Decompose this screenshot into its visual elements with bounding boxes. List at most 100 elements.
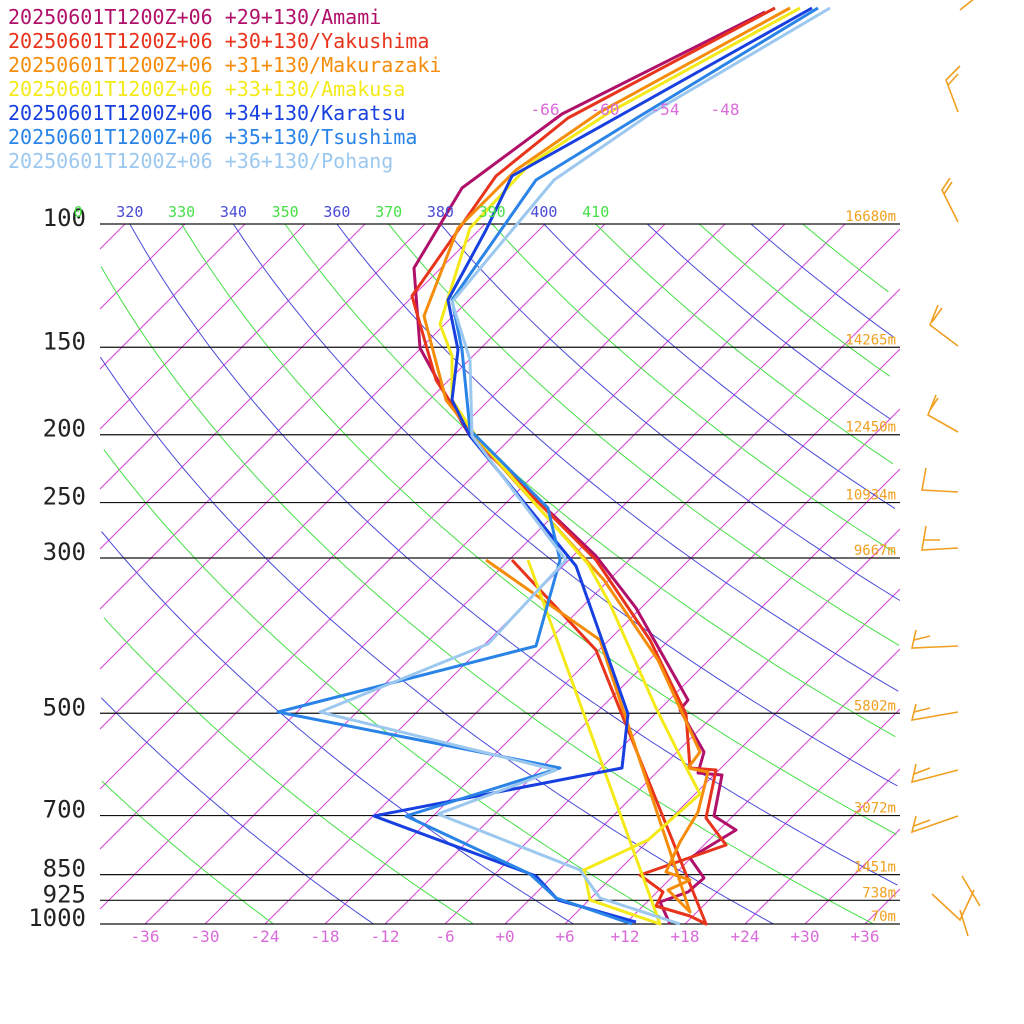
temperature-tick-label: -18 (311, 927, 340, 946)
isotherm-line (324, 348, 901, 925)
temperature-tick-label: +36 (851, 927, 880, 946)
legend-entry: 20250601T1200Z+06 +35+130/Tsushima (8, 125, 417, 149)
pressure-label: 300 (43, 538, 86, 566)
pressure-label: 150 (43, 327, 86, 355)
isotherm-line (99, 223, 126, 250)
profile-line (372, 6, 813, 924)
isotherm-line (99, 223, 426, 550)
isotherm-line (384, 408, 901, 925)
temperature-profiles (276, 6, 831, 926)
isotherm-label: -66 (531, 100, 560, 119)
pressure-label: 200 (43, 415, 86, 443)
dry-adiabat-line (750, 223, 894, 338)
dry-adiabat-line (103, 617, 474, 925)
isotherm-line (99, 223, 186, 310)
isotherm-line (804, 828, 901, 925)
temperature-tick-label: -24 (251, 927, 280, 946)
height-label: 14265m (845, 332, 896, 348)
temperature-tick-label: +18 (671, 927, 700, 946)
temperature-tick-label: -30 (191, 927, 220, 946)
pressure-label: 1000 (28, 904, 86, 932)
isotherm-label: -48 (711, 100, 740, 119)
pressure-label: 100 (43, 204, 86, 232)
temperature-tick-label: +30 (791, 927, 820, 946)
isotherm-line (624, 648, 901, 925)
isotherm-line (684, 708, 901, 925)
dry-adiabat-line (129, 223, 898, 886)
temperature-tick-label: -12 (371, 927, 400, 946)
height-label: 12450m (845, 420, 896, 436)
dry-adiabat-line (543, 223, 896, 510)
temperature-tick-label: +0 (495, 927, 514, 946)
profile-line (276, 6, 819, 926)
wind-barb (945, 65, 961, 113)
wind-barb (910, 703, 959, 721)
isotherm-line (864, 888, 901, 925)
dry-adiabat-line (284, 223, 896, 738)
isotherm-line (99, 223, 666, 790)
theta-label: 380 (427, 203, 454, 221)
theta-label: 370 (375, 203, 402, 221)
legend: 20250601T1200Z+06 +29+130/Amami20250601T… (8, 5, 441, 173)
legend-entry: 20250601T1200Z+06 +30+130/Yakushima (8, 29, 429, 53)
wind-barb (941, 177, 959, 223)
height-label: 9667m (854, 543, 896, 559)
isotherm-line (564, 588, 901, 925)
pressure-label: 500 (43, 693, 86, 721)
dry-adiabat-line (491, 223, 896, 554)
profile-line (318, 6, 831, 926)
dry-adiabat-line (440, 223, 901, 601)
isotherm-line (744, 768, 901, 925)
isotherm-line (99, 223, 246, 370)
isotherm-line (99, 223, 546, 670)
height-label: 10934m (845, 488, 896, 504)
dry-adiabat-line (647, 223, 891, 420)
dry-adiabat-line (100, 697, 374, 925)
wind-barbs (910, 0, 981, 937)
wind-barb (910, 763, 959, 784)
legend-entry: 20250601T1200Z+06 +29+130/Amami (8, 5, 381, 29)
axis-labels: 100 16680m 150 14265m 200 12450m 250 10934m 300 9… (28, 100, 896, 946)
theta-label: 410 (582, 203, 609, 221)
temperature-tick-label: +6 (555, 927, 574, 946)
height-label: 738m (862, 885, 896, 901)
dry-adiabat-line (101, 531, 574, 925)
isotherm-line (504, 528, 901, 925)
temperature-tick-label: +12 (611, 927, 640, 946)
dry-adiabat-line (101, 780, 274, 925)
wind-barb (929, 304, 959, 347)
isotherm-line (99, 223, 606, 730)
isotherm-line (99, 223, 366, 490)
temperature-tick-label: +24 (731, 927, 760, 946)
height-label: 16680m (845, 209, 896, 225)
pressure-label: 250 (43, 483, 86, 511)
theta-label: 320 (116, 203, 143, 221)
legend-entry: 20250601T1200Z+06 +31+130/Makurazaki (8, 53, 441, 77)
pressure-label: 850 (43, 855, 86, 883)
height-label: 1451m (854, 860, 896, 876)
isotherm-line (99, 223, 786, 910)
isotherm-line (264, 288, 901, 925)
isotherm-line (144, 223, 846, 925)
isotherm-label: -60 (591, 100, 620, 119)
wind-barb (921, 467, 959, 493)
temperature-tick-label: -36 (131, 927, 160, 946)
theta-label: 360 (323, 203, 350, 221)
isotherm-line (99, 223, 306, 430)
wind-barb (910, 629, 959, 649)
dry-adiabat-line (103, 449, 674, 925)
pressure-label: 700 (43, 796, 86, 824)
wind-barb (921, 525, 959, 551)
height-label: 70m (871, 909, 896, 925)
pressure-levels (100, 223, 900, 925)
theta-label: 0 (74, 203, 83, 221)
temperature-tick-label: -6 (435, 927, 454, 946)
dry-adiabat-line (802, 223, 889, 293)
height-label: 5802m (854, 698, 896, 714)
theta-label: 330 (168, 203, 195, 221)
theta-label: 350 (272, 203, 299, 221)
wind-barb (926, 394, 959, 433)
theta-label: 340 (220, 203, 247, 221)
dry-adiabat-line (181, 223, 897, 835)
isotherm-lines (99, 223, 901, 925)
